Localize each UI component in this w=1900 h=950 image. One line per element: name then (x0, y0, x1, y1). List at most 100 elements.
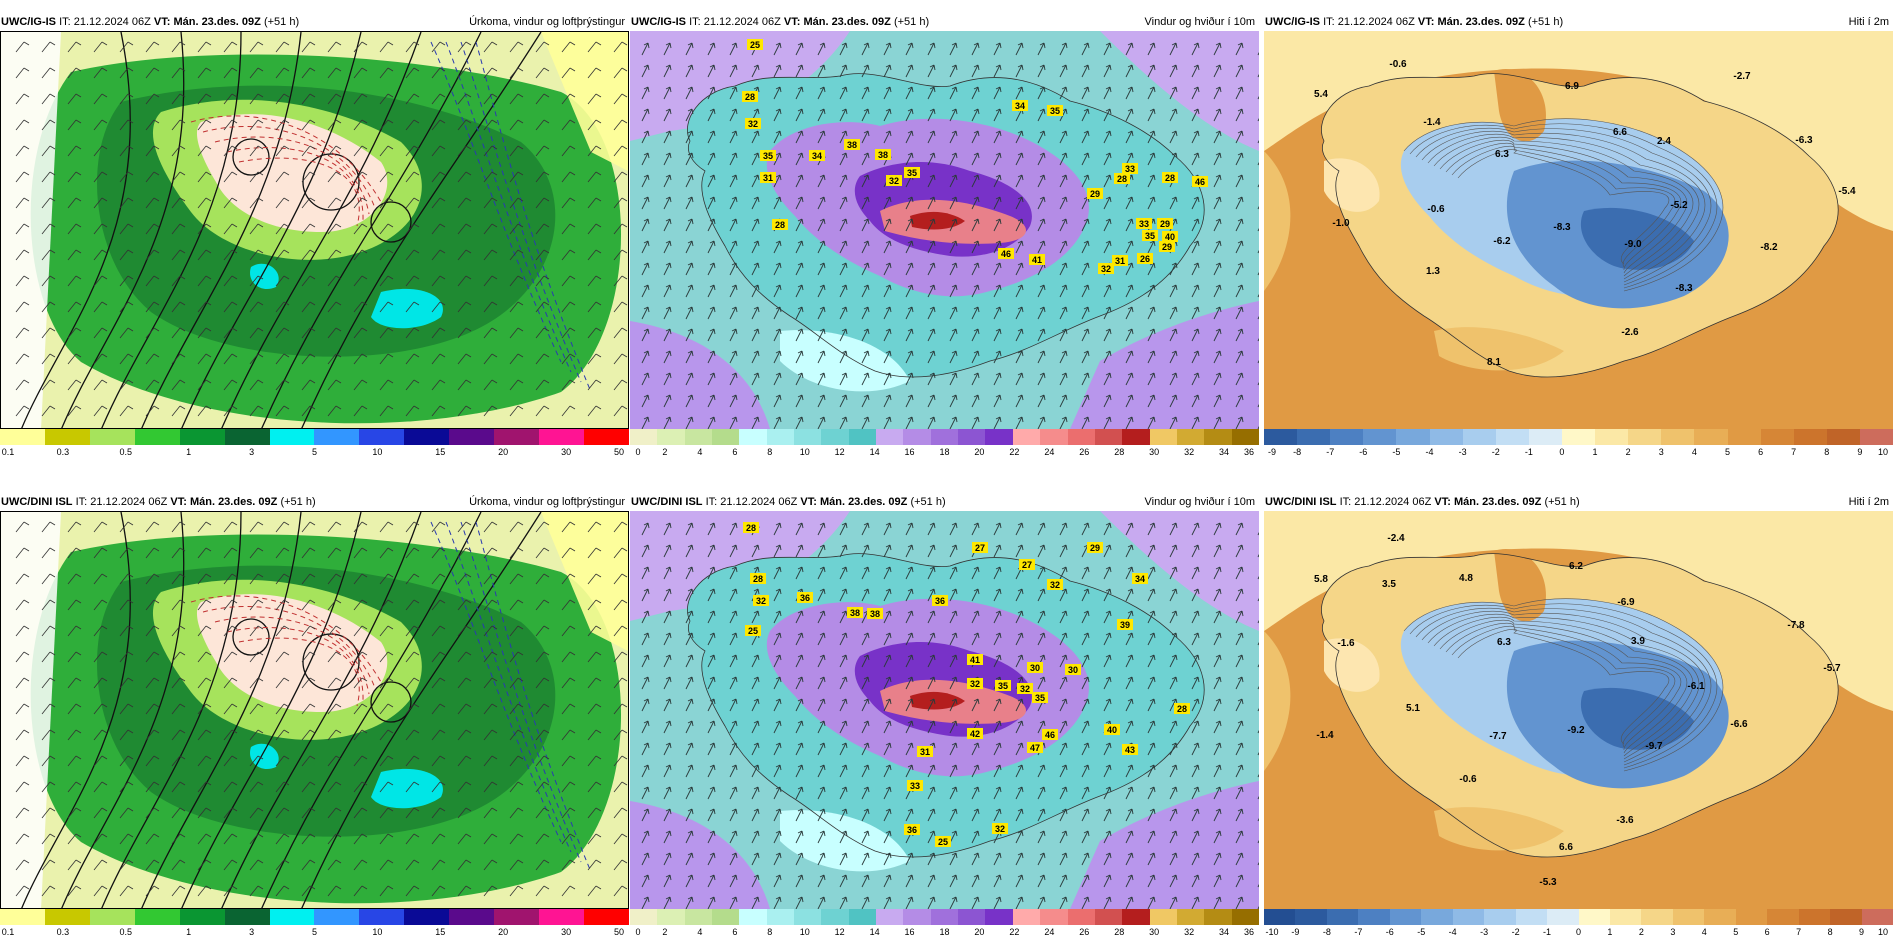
colorbar-swatch (1495, 429, 1529, 445)
temperature-contours (1403, 118, 1724, 292)
temperature-field (1264, 31, 1893, 378)
colorbar-tick-label: 15 (435, 927, 446, 937)
map-view[interactable]: -0.6 5.4 -1.4 6.3 6.9 6.6 2.4 -2.7 -6.3 -5.4 -0.6 -… (1264, 31, 1893, 429)
gust-value: 35 (1035, 693, 1045, 703)
colorbar-tick-label: 16 (904, 447, 915, 457)
colorbar-swatch (684, 429, 713, 445)
colorbar-swatch (1040, 429, 1068, 445)
gust-value: 32 (1020, 684, 1030, 694)
colorbar-swatch (1149, 429, 1177, 445)
colorbar-swatch (876, 429, 904, 445)
colorbar-tick-label: 26 (1079, 447, 1090, 457)
temp-map: -0.6 5.4 -1.4 6.3 6.9 6.6 2.4 -2.7 -6.3 -5.4 -0.6 -… (1264, 31, 1893, 429)
colorbar-swatch (1358, 909, 1390, 925)
colorbar-tick-label: 7 (1791, 447, 1797, 457)
colorbar-tick-label: 22 (1009, 447, 1020, 457)
colorbar-tick-label: 9 (1859, 927, 1865, 937)
colorbar-swatch (1389, 909, 1422, 925)
temperature-value: 2.4 (1657, 136, 1671, 147)
model-name: UWC/DINI ISL (631, 496, 703, 508)
gust-value: 34 (1135, 574, 1145, 584)
colorbar-tick-label: 26 (1079, 927, 1090, 937)
map-panel: UWC/IG-IS IT: 21.12.2024 06Z VT: Mán. 23… (1264, 14, 1894, 469)
colorbar-tick-label: 36 (1243, 927, 1255, 937)
temperature-value: -9.7 (1645, 741, 1663, 752)
temperature-value: 6.6 (1559, 842, 1573, 853)
colorbar-swatch (739, 909, 767, 925)
colorbar-swatch (1462, 429, 1496, 445)
gust-value: 35 (1145, 231, 1155, 241)
lead-time: (+51 h) (893, 16, 930, 28)
colorbar-swatch (1561, 429, 1596, 445)
colorbar-tick-label: -4 (1448, 927, 1457, 937)
model-name: UWC/IG-IS (1265, 16, 1320, 28)
colorbar-tick-label: 0.5 (119, 927, 133, 937)
map-view[interactable]: 28 28 32 25 27 27 32 29 34 36 38 38 36 41 32 35 32 30 35 30… (630, 511, 1259, 909)
colorbar-tick-label: 20 (498, 447, 509, 457)
valid-time: Mán. 23.des. 09Z (819, 496, 908, 508)
colorbar-swatch (876, 909, 904, 925)
colorbar-tick-label: 32 (1184, 447, 1195, 457)
colorbar-swatch (1396, 429, 1430, 445)
gust-value: 32 (995, 824, 1005, 834)
gust-value: 38 (878, 150, 888, 160)
valid-time: Mán. 23.des. 09Z (803, 16, 891, 28)
colorbar-tick-label: 10 (1877, 447, 1889, 457)
temperature-value: -6.9 (1617, 597, 1635, 608)
gust-value: 46 (1001, 249, 1011, 259)
colorbar-tick-label: 10 (372, 447, 383, 457)
colorbar-swatch (1694, 429, 1728, 445)
colorbar-tick-label: 3 (249, 927, 255, 937)
colorbar-tick-label: 0 (635, 447, 641, 457)
gust-value: 30 (1030, 663, 1040, 673)
colorbar-tick-label: 0.3 (56, 447, 70, 457)
colorbar-tick-label: 0.1 (1, 447, 15, 457)
gust-value: 32 (756, 596, 766, 606)
temperature-value: -0.6 (1459, 774, 1477, 785)
colorbar: -10 -9 -8 -7 -6 -5 -4 -3 -2 -1 0 1 2 3 4 5 6 7 8 9 10 (1264, 909, 1894, 939)
temperature-value: 6.6 (1613, 127, 1627, 138)
colorbar-ticks: 0.1 0.3 0.5 1 3 5 10 15 20 30 50 (0, 445, 629, 459)
gust-value: 34 (1015, 101, 1025, 111)
colorbar-swatch (1484, 909, 1516, 925)
colorbar-ticks: 0 2 4 6 8 10 12 14 16 18 20 22 24 26 28 30 32 34 36 (630, 445, 1259, 459)
map-view[interactable] (0, 31, 629, 429)
colorbar-swatch (930, 429, 959, 445)
temperature-value: -7.8 (1787, 620, 1805, 631)
colorbar-swatch (630, 909, 658, 925)
colorbar-swatch (1515, 909, 1548, 925)
gust-value: 38 (847, 140, 857, 150)
colorbar-swatch (1859, 429, 1894, 445)
colorbar-tick-label: 30 (561, 927, 572, 937)
colorbar-swatch (1429, 429, 1463, 445)
colorbar-tick-label: 5 (311, 927, 318, 937)
colorbar-tick-label: 0 (1559, 447, 1565, 457)
colorbar-tick-label: 5 (1724, 447, 1730, 457)
colorbar-swatch (1176, 909, 1205, 925)
colorbar-tick-label: -1 (1524, 447, 1533, 457)
colorbar-tick-label: 0.3 (56, 927, 70, 937)
gust-value: 35 (1050, 106, 1060, 116)
colorbar-ticks: -10 -9 -8 -7 -6 -5 -4 -3 -2 -1 0 1 2 3 4 5 6 7 8 9 10 (1264, 925, 1893, 939)
temperature-value: -8.3 (1675, 283, 1693, 294)
colorbar-tick-label: 5 (311, 447, 318, 457)
colorbar-ticks: 0 2 4 6 8 10 12 14 16 18 20 22 24 26 28 30 32 34 36 (630, 925, 1259, 939)
map-view[interactable]: -2.4 5.8 3.5 4.8 6.2 -6.9 -7.8 -1.6 6.3 3.9 -6.1 -5… (1264, 511, 1893, 909)
temperature-value: -1.4 (1423, 117, 1441, 128)
colorbar-swatch (224, 429, 270, 445)
colorbar-swatch (314, 909, 360, 925)
panel-header: UWC/DINI ISL IT: 21.12.2024 06Z VT: Mán.… (630, 494, 1259, 511)
model-name: UWC/DINI ISL (1, 496, 73, 508)
valid-time-label: VT: (153, 16, 171, 28)
gust-value: 43 (1125, 745, 1135, 755)
colorbar-tick-label: -9 (1291, 927, 1300, 937)
map-view[interactable]: 25 28 32 35 31 28 34 38 38 35 32 34 35 33 28 29 28 33 35 29… (630, 31, 1259, 429)
colorbar-tick-label: -7 (1326, 447, 1335, 457)
model-name: UWC/DINI ISL (1265, 496, 1337, 508)
colorbar-tick-label: 20 (498, 927, 509, 937)
temperature-value: -7.7 (1489, 731, 1507, 742)
map-view[interactable] (0, 511, 629, 909)
temperature-value: 3.5 (1382, 579, 1396, 590)
temperature-value: 6.3 (1497, 637, 1511, 648)
